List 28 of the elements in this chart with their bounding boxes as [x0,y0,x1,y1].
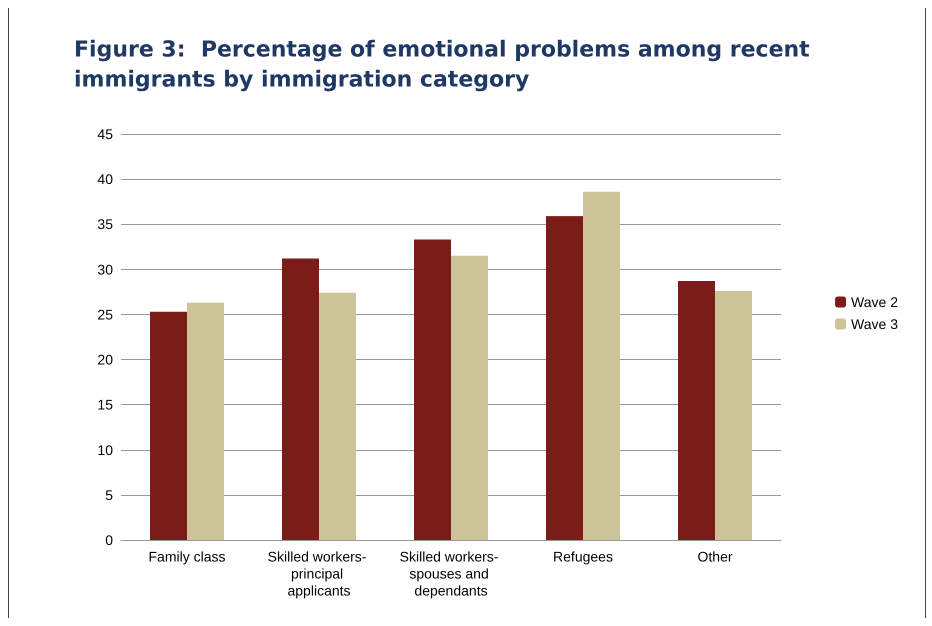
x-tick-label: Family class [148,548,226,564]
bar [678,281,715,540]
x-tick-label: Skilled workers- spouses and dependants [400,548,502,598]
x-tick-label: Skilled workers- principal applicants [268,548,370,598]
y-tick-label: 10 [97,442,114,458]
y-tick-label: 0 [105,532,114,548]
bar [451,256,488,540]
bar [187,302,224,540]
y-tick-label: 35 [97,216,114,232]
y-tick-label: 45 [97,126,114,142]
y-tick-label: 25 [97,306,114,322]
bar [319,292,356,540]
bar [715,290,752,540]
bar [414,240,451,540]
x-tick-label: Refugees [553,548,613,564]
legend-label: Wave 3 [851,316,898,332]
bar [282,258,319,540]
bar [583,192,620,540]
bar [546,216,583,540]
legend-label: Wave 2 [851,294,898,310]
y-tick-label: 40 [97,171,114,188]
chart-title: Figure 3: Percentage of emotional problems among recent immigrants by immigration category [74,38,818,92]
y-tick-label: 15 [97,396,114,413]
y-tick-label: 30 [97,261,114,278]
bar [150,312,187,540]
x-tick-label: Other [697,548,733,564]
y-tick-label: 20 [97,352,114,368]
y-tick-label: 5 [105,486,114,503]
